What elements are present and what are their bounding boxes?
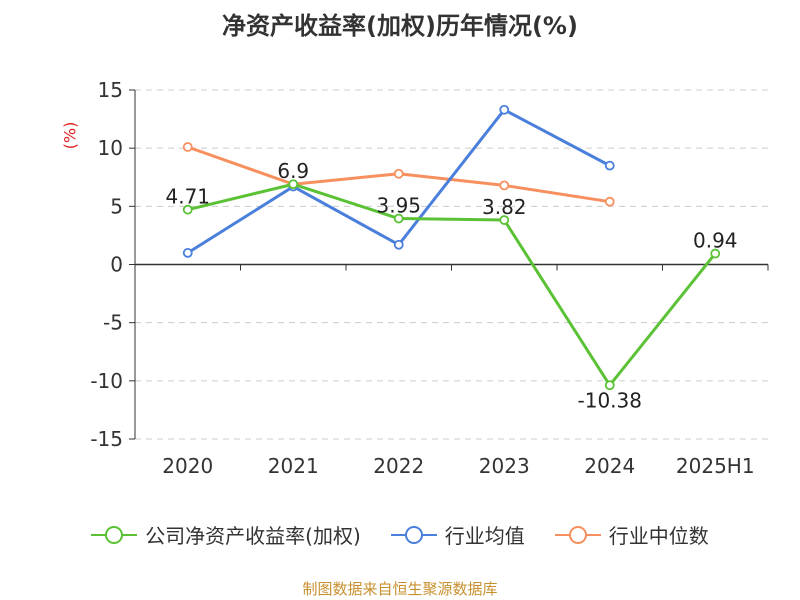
data-point-0 <box>393 213 404 224</box>
legend-marker-company-roe <box>91 525 138 544</box>
legend-item-industry-mean[interactable]: 行业均值 <box>390 520 525 549</box>
legend-label-company-roe: 公司净资产收益率(加权) <box>145 524 361 548</box>
legend-item-company-roe[interactable]: 公司净资产收益率(加权) <box>91 520 361 549</box>
legend-label-industry-median: 行业中位数 <box>608 524 709 548</box>
data-point-1 <box>499 104 510 115</box>
data-point-0 <box>710 248 721 259</box>
x-tick-label: 2024 <box>584 454 635 478</box>
data-point-0 <box>499 215 510 225</box>
data-point-2 <box>604 196 615 207</box>
x-tick-label: 2022 <box>373 454 424 478</box>
legend-marker-industry-median <box>554 525 601 544</box>
x-tick-label: 2021 <box>268 454 319 478</box>
y-tick-label: 5 <box>110 194 123 218</box>
data-label: 3.95 <box>376 194 421 218</box>
data-point-1 <box>182 247 193 258</box>
series-line-1 <box>186 108 611 255</box>
data-point-1 <box>604 160 615 171</box>
data-point-2 <box>393 168 404 179</box>
chart-title: 净资产收益率(加权)历年情况(%) <box>222 12 578 40</box>
data-point-0 <box>182 204 193 215</box>
data-point-1 <box>393 239 404 250</box>
y-tick-label: -10 <box>90 369 123 393</box>
data-point-0 <box>288 179 299 190</box>
legend-marker-industry-mean <box>390 525 437 544</box>
data-label: 4.71 <box>165 185 210 209</box>
y-tick-label: 0 <box>110 253 123 277</box>
legend: 公司净资产收益率(加权) 行业均值 行业中位数 <box>0 520 800 549</box>
x-tick-label: 2023 <box>479 454 530 478</box>
legend-item-industry-median[interactable]: 行业中位数 <box>554 520 709 549</box>
data-point-2 <box>499 180 510 191</box>
x-tick-label: 2025H1 <box>676 454 755 478</box>
y-tick-label: -15 <box>90 427 123 451</box>
data-label: 6.9 <box>277 159 309 183</box>
data-source-note: 制图数据来自恒生聚源数据库 <box>302 580 498 598</box>
x-tick-label: 2020 <box>162 454 213 478</box>
data-point-2 <box>182 142 193 152</box>
y-tick-label: 10 <box>98 136 123 160</box>
data-label: 3.82 <box>482 195 527 219</box>
data-point-0 <box>604 380 615 391</box>
y-tick-label: 15 <box>98 78 123 102</box>
data-label: -10.38 <box>578 388 642 412</box>
series-line-0 <box>187 182 717 387</box>
y-tick-label: -5 <box>103 311 123 335</box>
legend-label-industry-mean: 行业均值 <box>444 524 525 548</box>
data-label: 0.94 <box>693 229 738 253</box>
